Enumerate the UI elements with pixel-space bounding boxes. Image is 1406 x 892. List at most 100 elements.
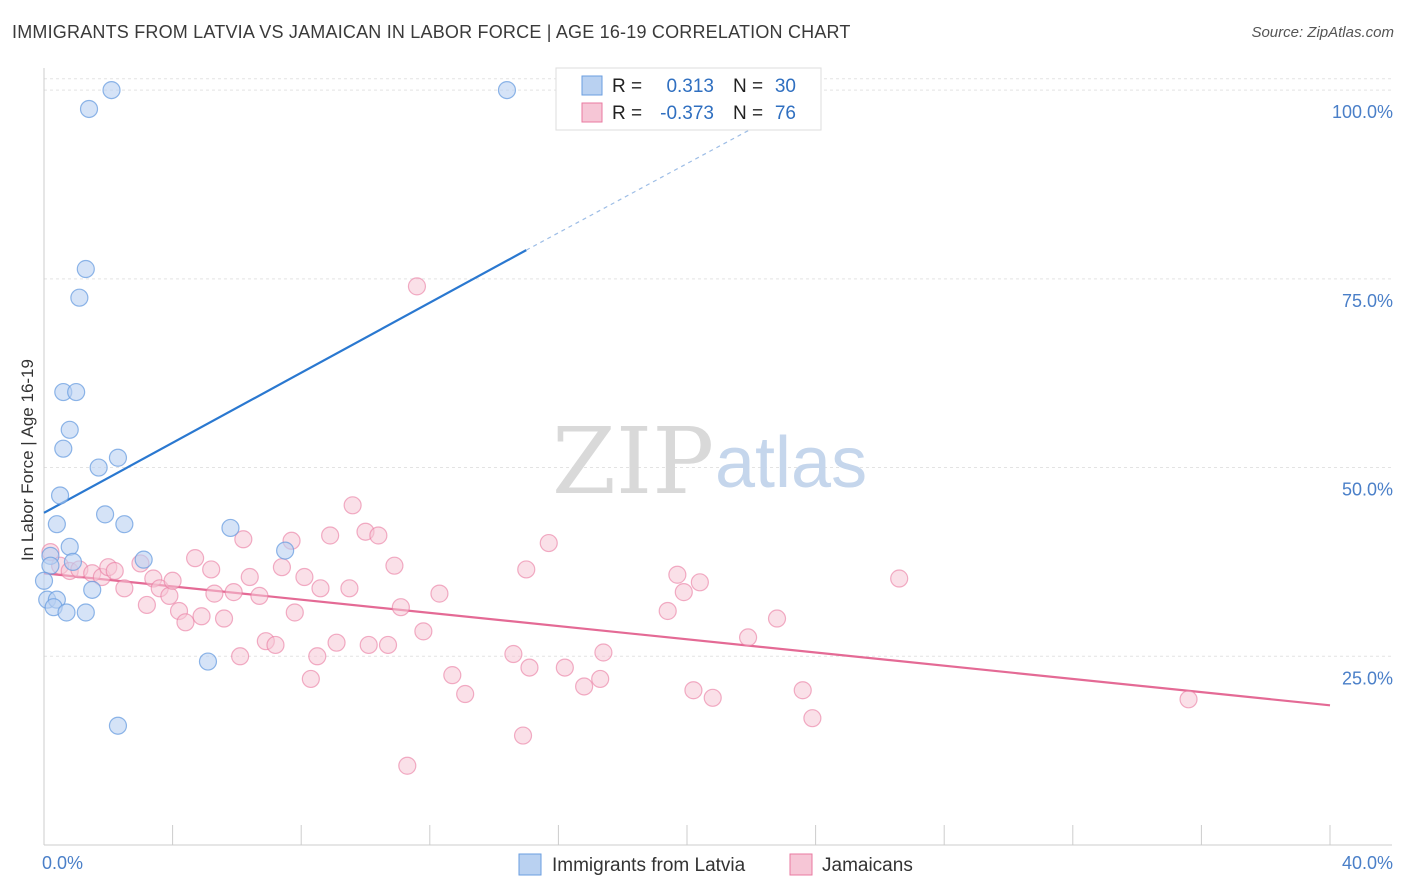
jamaicans-point (115, 579, 134, 598)
x-tick-labels: 0.0% 40.0% (42, 853, 1393, 873)
jamaicans-point (414, 622, 433, 641)
jamaicans-point (272, 558, 292, 577)
x-tick-label: 40.0% (1342, 853, 1393, 873)
jamaicans-point (234, 530, 253, 549)
jamaicans-point (266, 635, 285, 655)
latvia-point (76, 603, 95, 622)
latvia-point (79, 99, 99, 119)
correlation-legend: R = 0.313 N = 30 R = -0.373 N = 76 (555, 67, 822, 131)
jamaicans-point (520, 658, 539, 677)
jamaicans-point (443, 666, 462, 685)
jamaicans-point (504, 644, 523, 664)
jamaicans-point (398, 756, 417, 775)
jamaicans-point (359, 635, 378, 655)
latvia-point (95, 505, 115, 524)
jamaicans-point (738, 628, 758, 647)
legend-n-label: N = (733, 76, 763, 97)
watermark: ZIP atlas (552, 408, 867, 515)
legend-n-value: 30 (775, 76, 796, 97)
jamaicans-point (668, 565, 687, 584)
latvia-point (134, 550, 153, 569)
jamaicans-point (690, 573, 709, 592)
latvia-point (108, 716, 128, 735)
y-tick-label: 25.0% (1342, 668, 1393, 688)
jamaicans-point (137, 595, 156, 615)
jamaicans-point (803, 709, 822, 728)
latvia-point (497, 80, 517, 100)
watermark-zip: ZIP (552, 408, 714, 515)
latvia-point (67, 382, 86, 402)
jamaicans-point (186, 549, 205, 568)
jamaicans-point (321, 526, 340, 545)
legend-n-value: 76 (775, 103, 796, 124)
jamaicans-point (594, 643, 613, 662)
jamaicans-point (202, 560, 221, 579)
jamaicans-point (308, 647, 327, 666)
legend-swatch (581, 75, 603, 96)
jamaicans-point (1179, 690, 1198, 709)
series-label-latvia: Immigrants from Latvia (552, 855, 746, 876)
axes (43, 68, 1392, 846)
jamaicans-point (369, 526, 388, 545)
latvia-point (63, 552, 83, 572)
jamaicans-point (176, 613, 195, 632)
y-axis-label: In Labor Force | Age 16-19 (18, 359, 37, 561)
jamaicans-point (456, 684, 475, 704)
latvia-point (83, 580, 102, 599)
jamaicans-point (160, 586, 179, 605)
latvia-point (102, 80, 121, 100)
legend-r-label: R = (612, 76, 642, 97)
watermark-atlas: atlas (715, 423, 867, 503)
latvia-point (70, 288, 89, 307)
latvia-point (115, 515, 134, 534)
jamaicans-point (311, 579, 330, 598)
latvia-trend-line (43, 249, 527, 514)
jamaicans-point (214, 609, 234, 628)
jamaicans-point (105, 561, 124, 581)
jamaicans-point (163, 571, 182, 590)
jamaicans-point (301, 669, 320, 689)
jamaicans-point (517, 560, 536, 579)
latvia-point (41, 556, 60, 575)
jamaicans-point (575, 677, 594, 696)
jamaicans-point (555, 658, 574, 677)
jamaicans-point (240, 567, 259, 587)
jamaicans-point (703, 688, 722, 707)
legend-swatch (581, 102, 603, 123)
jamaicans-point (327, 633, 346, 652)
jamaicans-point (343, 496, 362, 515)
jamaicans-point (340, 579, 359, 598)
jamaicans-point (674, 583, 693, 602)
series-legend: Immigrants from Latvia Jamaicans (518, 853, 913, 876)
latvia-point (276, 541, 295, 560)
jamaicans-point (250, 586, 269, 605)
jamaicans-point (684, 681, 703, 700)
jamaicans-point (391, 598, 410, 617)
legend-r-value: -0.373 (660, 103, 714, 124)
jamaicans-point (767, 609, 787, 628)
jamaicans-point (430, 584, 449, 603)
latvia-point (108, 448, 128, 467)
jamaicans-point (295, 567, 314, 587)
jamaicans-point (513, 726, 533, 745)
series-swatch-jamaicans (789, 853, 813, 876)
latvia-point (60, 420, 79, 439)
latvia-point (198, 652, 218, 671)
jamaicans-point (407, 277, 427, 296)
jamaicans-point (231, 647, 250, 666)
legend-r-label: R = (612, 103, 642, 124)
jamaicans-points (41, 277, 1198, 775)
jamaicans-point (658, 601, 677, 621)
latvia-points (34, 80, 517, 735)
jamaicans-point (793, 681, 812, 700)
y-tick-label: 75.0% (1342, 291, 1393, 311)
latvia-point (50, 486, 70, 505)
jamaicans-point (591, 669, 610, 689)
source-label: Source: ZipAtlas.com (1251, 24, 1394, 41)
latvia-point (34, 571, 54, 590)
jamaicans-point (192, 607, 211, 626)
y-tick-label: 100.0% (1332, 102, 1393, 122)
jamaicans-point (285, 603, 304, 622)
jamaicans-point (385, 556, 404, 575)
